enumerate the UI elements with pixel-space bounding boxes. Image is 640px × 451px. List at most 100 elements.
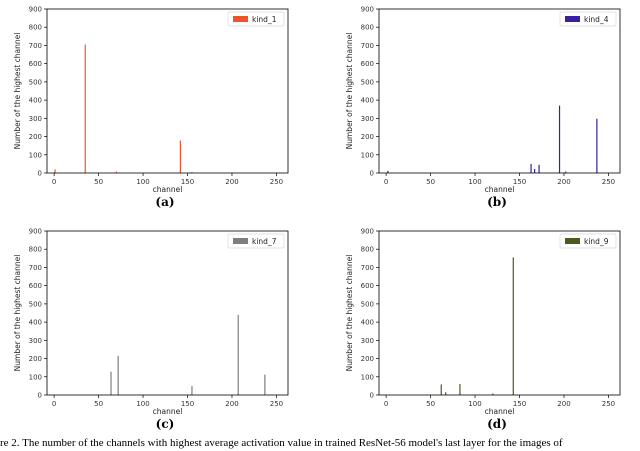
y-axis-label: Number of the highest channel	[13, 255, 22, 372]
y-tick-label: 800	[361, 24, 374, 32]
y-tick-label: 900	[29, 6, 42, 14]
x-tick-label: 250	[602, 178, 615, 186]
y-axis-label: Number of the highest channel	[345, 255, 354, 372]
y-tick-label: 400	[29, 319, 42, 327]
x-tick-label: 0	[52, 178, 56, 186]
x-tick-label: 150	[181, 400, 194, 408]
x-tick-label: 200	[557, 400, 570, 408]
bar	[440, 384, 442, 395]
x-tick-label: 100	[468, 178, 481, 186]
y-tick-label: 200	[29, 133, 42, 141]
chart-panel: 0 100 200 300 400 500 600 700 800 900 0 50 100 150 200…	[345, 6, 621, 209]
bar	[492, 393, 494, 395]
x-axis-label: channel	[153, 185, 183, 194]
bar	[565, 171, 567, 173]
bar	[179, 140, 181, 173]
x-tick-label: 50	[94, 178, 103, 186]
y-tick-label: 700	[29, 42, 42, 50]
x-tick-label: 100	[136, 178, 149, 186]
plot-frame	[378, 230, 621, 396]
x-tick-label: 250	[270, 178, 283, 186]
y-tick-label: 600	[29, 60, 42, 68]
y-tick-label: 0	[370, 170, 374, 178]
panel-label: (c)	[156, 417, 175, 431]
x-tick-label: 250	[602, 400, 615, 408]
x-tick-label: 0	[384, 400, 388, 408]
y-tick-label: 100	[361, 373, 374, 381]
y-tick-label: 200	[29, 355, 42, 363]
x-tick-label: 100	[468, 400, 481, 408]
y-tick-label: 0	[38, 170, 42, 178]
y-tick-label: 800	[29, 246, 42, 254]
x-tick-label: 50	[426, 400, 435, 408]
bar	[530, 163, 532, 173]
panel-label: (a)	[155, 195, 174, 209]
x-tick-label: 100	[136, 400, 149, 408]
legend-swatch	[233, 16, 248, 22]
chart-panel: 0 100 200 300 400 500 600 700 800 900 0 50 100 150 200…	[345, 228, 621, 431]
y-tick-label: 0	[38, 392, 42, 400]
y-tick-label: 900	[361, 6, 374, 14]
y-tick-label: 300	[29, 115, 42, 123]
bar	[596, 118, 598, 173]
y-tick-label: 600	[361, 282, 374, 290]
bar	[387, 170, 389, 173]
bar	[237, 314, 239, 395]
y-tick-label: 600	[361, 60, 374, 68]
bar	[110, 371, 112, 395]
legend	[559, 11, 617, 27]
x-tick-label: 150	[513, 178, 526, 186]
legend	[559, 233, 617, 249]
y-tick-label: 500	[29, 78, 42, 86]
plot-frame	[378, 8, 621, 174]
bar	[445, 392, 447, 395]
chart-panel: 0 100 200 300 400 500 600 700 800 900 0 50 100 150 200…	[13, 6, 289, 209]
x-tick-label: 150	[513, 400, 526, 408]
bar	[538, 164, 540, 173]
y-tick-label: 700	[361, 264, 374, 272]
bar	[264, 374, 266, 395]
bar	[54, 169, 56, 173]
y-tick-label: 100	[29, 373, 42, 381]
y-tick-label: 900	[29, 228, 42, 236]
y-axis-label: Number of the highest channel	[345, 33, 354, 150]
legend-label: kind_4	[584, 15, 609, 24]
x-axis-label: channel	[153, 407, 183, 416]
x-tick-label: 150	[181, 178, 194, 186]
x-tick-label: 250	[270, 400, 283, 408]
y-tick-label: 400	[361, 319, 374, 327]
x-tick-label: 0	[52, 400, 56, 408]
plot-frame	[46, 230, 289, 396]
y-tick-label: 300	[361, 115, 374, 123]
plot-frame	[46, 8, 289, 174]
bar	[191, 385, 193, 395]
x-tick-label: 200	[557, 178, 570, 186]
bar	[558, 105, 561, 173]
x-tick-label: 50	[94, 400, 103, 408]
bar	[84, 44, 86, 173]
bar	[117, 355, 119, 395]
legend-swatch	[233, 238, 248, 244]
bar	[512, 257, 514, 395]
x-axis-label: channel	[485, 185, 515, 194]
y-tick-label: 200	[361, 133, 374, 141]
y-tick-label: 500	[361, 78, 374, 86]
legend-label: kind_9	[584, 237, 609, 246]
y-tick-label: 200	[361, 355, 374, 363]
legend	[227, 233, 285, 249]
chart-panel: 0 100 200 300 400 500 600 700 800 900 0 50 100 150 200…	[13, 228, 289, 431]
y-tick-label: 100	[29, 151, 42, 159]
y-tick-label: 500	[361, 300, 374, 308]
x-tick-label: 200	[225, 178, 238, 186]
bar	[115, 171, 117, 173]
panel-label: (d)	[487, 417, 507, 431]
x-tick-label: 50	[426, 178, 435, 186]
y-tick-label: 400	[29, 97, 42, 105]
y-tick-label: 800	[361, 246, 374, 254]
y-axis-label: Number of the highest channel	[13, 33, 22, 150]
y-tick-label: 700	[361, 42, 374, 50]
y-tick-label: 400	[361, 97, 374, 105]
bar	[459, 384, 461, 395]
